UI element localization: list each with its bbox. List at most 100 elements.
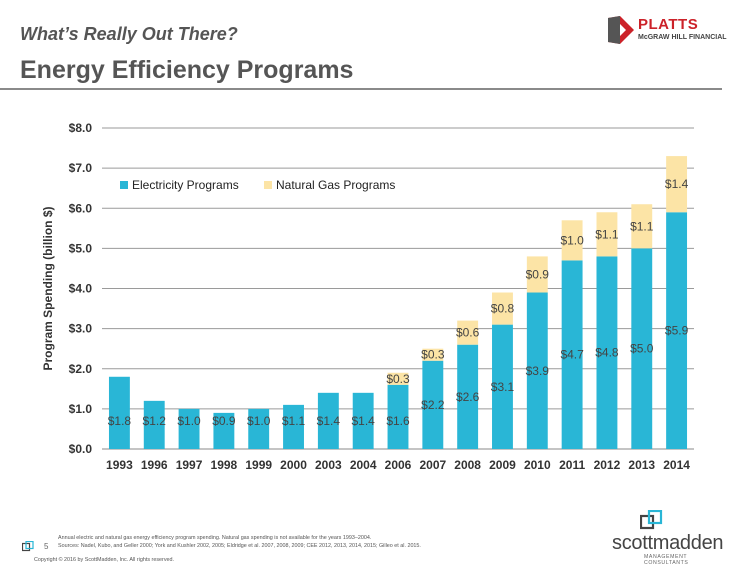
data-label-gas: $0.3 xyxy=(386,372,410,386)
bar-electricity xyxy=(457,344,479,449)
bar-natural-gas xyxy=(457,320,479,345)
y-tick-label: $0.0 xyxy=(69,442,93,456)
data-label-electricity: $1.4 xyxy=(351,414,375,428)
slide-subtitle: What’s Really Out There? xyxy=(20,24,238,44)
x-tick-label: 1998 xyxy=(211,458,238,472)
data-label-electricity: $1.4 xyxy=(317,414,341,428)
data-label-electricity: $3.1 xyxy=(491,380,515,394)
bar-natural-gas xyxy=(631,204,653,249)
data-label-electricity: $1.0 xyxy=(247,414,271,428)
bar-electricity xyxy=(666,212,688,449)
data-label-gas: $0.3 xyxy=(421,348,445,362)
data-label-electricity: $1.2 xyxy=(143,414,167,428)
data-label-gas: $0.8 xyxy=(491,302,515,316)
y-tick-label: $2.0 xyxy=(69,362,93,376)
scottmadden-name: scottmadden xyxy=(612,532,724,554)
data-label-electricity: $3.9 xyxy=(526,364,550,378)
data-label-electricity: $1.0 xyxy=(177,414,201,428)
x-tick-label: 2000 xyxy=(280,458,307,472)
data-label-electricity: $1.6 xyxy=(386,414,410,428)
platts-name: PLATTS xyxy=(638,16,699,33)
y-axis-title: Program Spending (billion $) xyxy=(41,206,55,370)
bar-electricity xyxy=(213,412,235,449)
bar-electricity xyxy=(283,404,304,449)
data-label-electricity: $0.9 xyxy=(212,414,236,428)
legend-swatch-gas xyxy=(264,181,272,189)
bar-electricity xyxy=(108,376,130,449)
bar-electricity xyxy=(178,408,200,449)
bar-electricity xyxy=(143,400,165,449)
data-label-gas: $0.9 xyxy=(526,267,550,281)
x-tick-label: 2013 xyxy=(628,458,655,472)
data-label-electricity: $2.6 xyxy=(456,390,480,404)
bar-electricity xyxy=(526,292,548,449)
data-label-gas: $1.1 xyxy=(595,227,619,241)
page-number-icon xyxy=(21,540,34,552)
data-label-electricity: $4.7 xyxy=(560,348,584,362)
y-tick-label: $4.0 xyxy=(69,282,93,296)
x-tick-label: 2009 xyxy=(489,458,516,472)
data-label-gas: $1.1 xyxy=(630,219,654,233)
bar-natural-gas xyxy=(666,156,688,213)
bar-electricity xyxy=(596,256,618,449)
y-tick-label: $8.0 xyxy=(69,121,93,135)
x-tick-label: 2006 xyxy=(385,458,412,472)
y-tick-label: $7.0 xyxy=(69,161,93,175)
page-number: 5 xyxy=(44,542,49,551)
bar-electricity xyxy=(352,392,374,449)
bar-natural-gas xyxy=(596,212,618,257)
data-label-electricity: $1.8 xyxy=(108,414,132,428)
data-label-electricity: $2.2 xyxy=(421,398,445,412)
data-label-electricity: $1.1 xyxy=(282,414,306,428)
y-tick-label: $1.0 xyxy=(69,402,93,416)
x-tick-label: 1993 xyxy=(106,458,133,472)
data-label-electricity: $5.9 xyxy=(665,324,689,338)
data-label-electricity: $5.0 xyxy=(630,342,654,356)
x-tick-label: 2014 xyxy=(663,458,690,472)
x-tick-label: 1997 xyxy=(176,458,203,472)
bar-electricity xyxy=(317,392,339,449)
bar-natural-gas xyxy=(561,220,583,261)
data-label-gas: $0.6 xyxy=(456,326,480,340)
platts-subtitle: McGRAW HILL FINANCIAL xyxy=(638,34,727,41)
x-tick-label: 2003 xyxy=(315,458,342,472)
x-tick-label: 2011 xyxy=(559,458,585,472)
bar-electricity xyxy=(561,260,583,449)
data-label-electricity: $4.8 xyxy=(595,346,619,360)
bar-electricity xyxy=(492,324,513,449)
y-tick-label: $5.0 xyxy=(69,241,93,255)
x-tick-label: 2007 xyxy=(419,458,446,472)
data-label-gas: $1.4 xyxy=(665,177,689,191)
bar-electricity xyxy=(422,360,444,449)
legend-swatch-electricity xyxy=(120,181,128,189)
bar-electricity xyxy=(387,384,409,449)
x-tick-label: 2008 xyxy=(454,458,481,472)
x-tick-label: 2004 xyxy=(350,458,377,472)
footer-notes: Annual electric and natural gas energy e… xyxy=(58,534,421,550)
platts-logo-icon xyxy=(608,16,634,44)
x-tick-label: 1996 xyxy=(141,458,168,472)
legend-label-gas: Natural Gas Programs xyxy=(276,178,395,192)
footer-note-line-1: Annual electric and natural gas energy e… xyxy=(58,535,372,541)
bar-natural-gas xyxy=(526,256,548,293)
x-tick-label: 2012 xyxy=(594,458,621,472)
bar-electricity xyxy=(631,248,653,449)
scottmadden-subtitle: MANAGEMENT CONSULTANTS xyxy=(644,554,689,566)
x-tick-label: 1999 xyxy=(245,458,272,472)
scottmadden-logo: scottmadden MANAGEMENT CONSULTANTS xyxy=(606,510,726,566)
scottmadden-logo-icon xyxy=(640,510,663,530)
legend-label-electricity: Electricity Programs xyxy=(132,178,239,192)
y-tick-label: $6.0 xyxy=(69,201,93,215)
bar-natural-gas xyxy=(422,348,444,361)
title-divider xyxy=(0,88,722,90)
data-label-gas: $1.0 xyxy=(560,233,584,247)
copyright: Copyright © 2016 by ScottMadden, Inc. Al… xyxy=(34,557,175,563)
footer-note-line-2: Sources: Nadel, Kubo, and Geller 2000; Y… xyxy=(58,543,421,549)
slide-title: Energy Efficiency Programs xyxy=(20,56,354,84)
bar-electricity xyxy=(248,408,270,449)
x-tick-label: 2010 xyxy=(524,458,551,472)
platts-logo: PLATTS McGRAW HILL FINANCIAL xyxy=(604,14,732,48)
y-tick-label: $3.0 xyxy=(69,322,93,336)
stacked-bar-chart: $0.0 $1.0 $2.0 $3.0 $4.0 $5.0 $6.0 $7.0 $8.0 Prog… xyxy=(41,121,694,472)
bar-natural-gas xyxy=(387,372,409,385)
